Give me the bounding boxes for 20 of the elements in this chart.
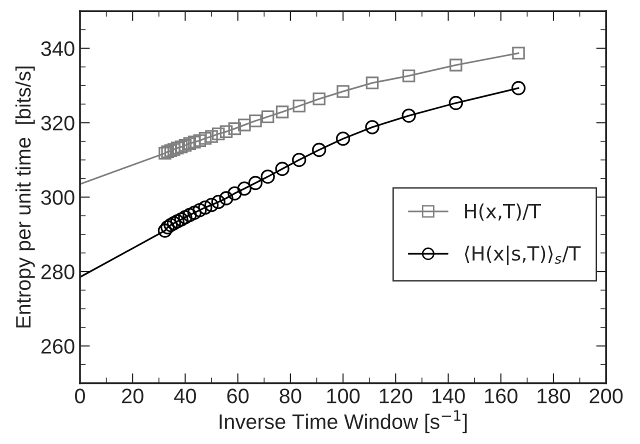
x-tick-label: 160 (485, 388, 518, 404)
x-tick-label: 120 (380, 388, 412, 404)
x-tick-label: 200 (590, 388, 623, 404)
legend-label: ⟨H(x|s,T)⟩$_{s}$/T (464, 246, 581, 266)
x-tick-label: 0 (75, 388, 85, 404)
x-axis-title: Inverse Time Window [s$^{−1}$] (220, 410, 467, 434)
legend-label: H(x,T)/T (465, 203, 542, 221)
x-tick-label: 140 (432, 388, 465, 404)
y-tick-label: 280 (41, 264, 74, 280)
x-tick-label: 80 (280, 388, 302, 404)
x-tick-label: 100 (327, 388, 360, 404)
y-tick-label: 300 (41, 190, 74, 205)
x-tick-label: 20 (122, 388, 144, 404)
y-tick-label: 260 (41, 338, 74, 354)
x-tick-label: 60 (227, 388, 249, 404)
y-tick-label: 340 (41, 41, 74, 56)
y-axis-title: Entropy per unit time [bits/s] (15, 66, 35, 328)
x-tick-label: 40 (174, 388, 196, 404)
x-tick-label: 180 (538, 388, 570, 404)
y-tick-label: 320 (41, 116, 74, 130)
